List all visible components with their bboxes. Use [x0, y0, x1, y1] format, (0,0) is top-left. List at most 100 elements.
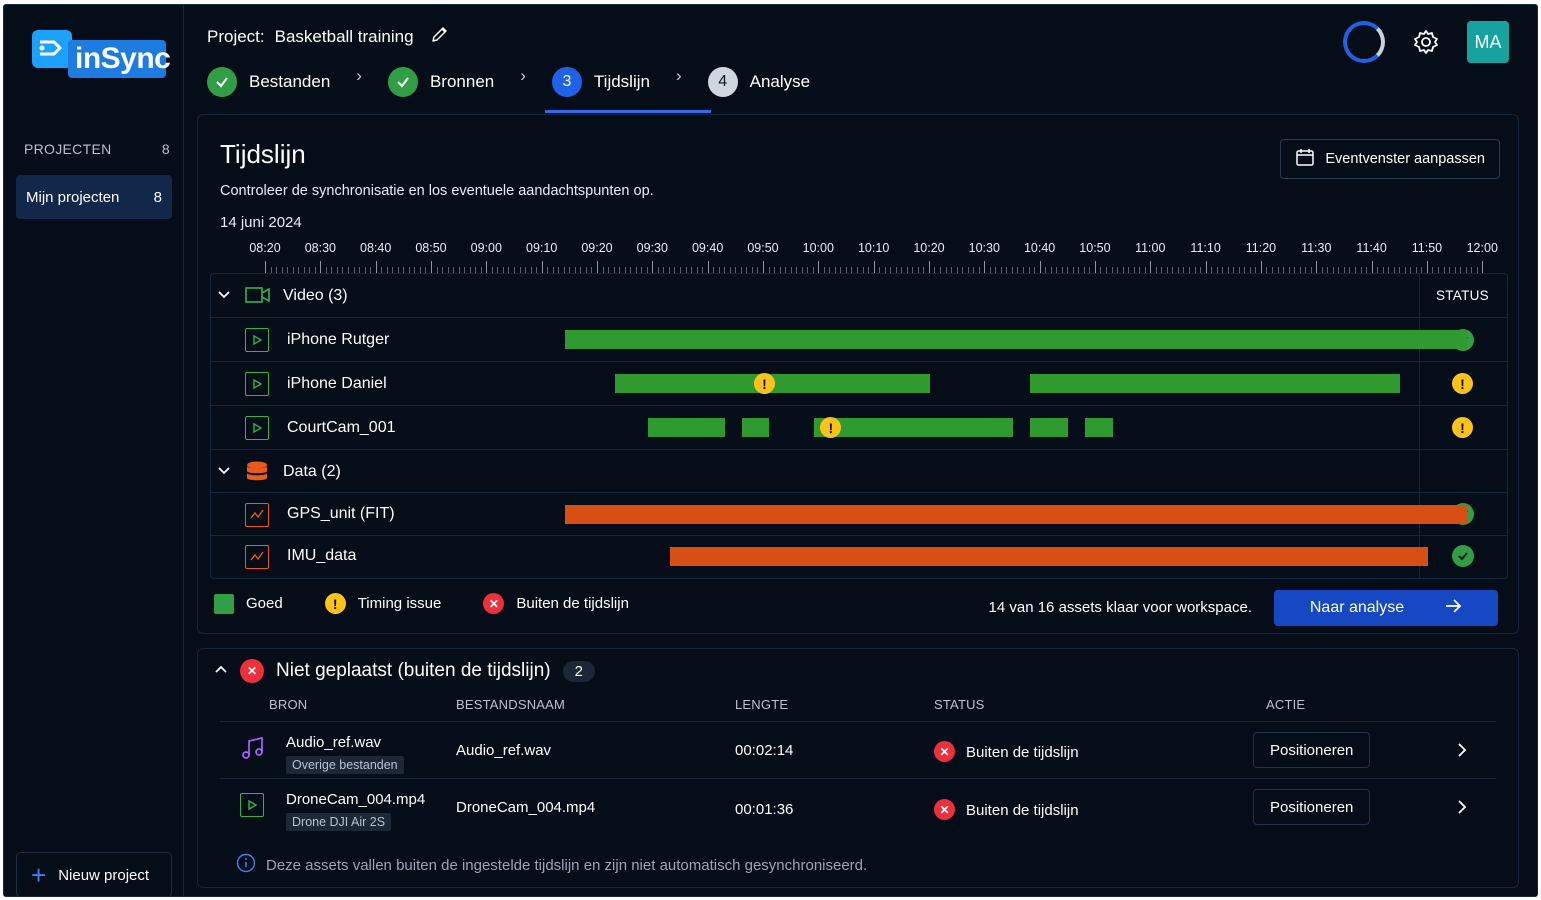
time-tick-minor — [1222, 267, 1224, 273]
gear-icon[interactable] — [1407, 23, 1445, 61]
time-tick-minor — [746, 267, 748, 273]
table-row[interactable]: DroneCam_004.mp4 Drone DJI Air 2S DroneC… — [220, 778, 1496, 835]
position-button[interactable]: Positioneren — [1253, 789, 1371, 825]
step-bestanden[interactable]: Bestanden — [207, 66, 330, 98]
time-tick-minor — [1023, 267, 1025, 273]
chart-file-icon — [245, 503, 269, 527]
time-tick-minor — [1460, 267, 1462, 273]
time-tick-minor — [1454, 267, 1456, 273]
time-tick-minor — [497, 267, 499, 273]
position-button[interactable]: Positioneren — [1253, 732, 1371, 768]
track-row[interactable]: IMU_data — [211, 536, 1507, 578]
ready-summary: 14 van 16 assets klaar voor workspace. — [989, 599, 1253, 616]
event-window-button[interactable]: Eventvenster aanpassen — [1280, 139, 1500, 179]
time-tick-minor — [1249, 267, 1251, 273]
time-tick-label: 08:40 — [360, 241, 392, 255]
new-project-button[interactable]: + Nieuw project — [16, 852, 172, 896]
group-row-data[interactable]: Data (2) — [211, 450, 1507, 493]
chevron-right-icon: › — [356, 66, 362, 85]
time-tick-minor — [790, 267, 792, 273]
step-label: Analyse — [749, 72, 811, 91]
time-tick-minor — [641, 267, 643, 273]
track-segment[interactable] — [647, 418, 726, 437]
time-tick-minor — [630, 267, 632, 273]
timing-warning-icon[interactable]: ! — [753, 373, 775, 394]
logo[interactable]: inSync — [28, 30, 171, 80]
sidebar-item-my-projects[interactable]: Mijn projecten 8 — [16, 175, 172, 219]
info-icon — [236, 853, 256, 877]
unplaced-header[interactable]: ✕ Niet geplaatst (buiten de tijdslijn) 2 — [214, 659, 595, 683]
time-tick-major — [818, 261, 820, 273]
check-icon — [207, 67, 237, 97]
time-tick-major — [1482, 261, 1484, 273]
track-segment[interactable] — [564, 505, 1467, 524]
time-tick-major — [541, 261, 543, 273]
step-analyse[interactable]: 4 Analyse — [707, 66, 811, 98]
time-tick-minor — [1310, 267, 1312, 273]
time-tick-minor — [1393, 267, 1395, 273]
chevron-up-icon[interactable] — [214, 660, 228, 682]
time-tick-minor — [989, 267, 991, 273]
time-tick-major — [596, 261, 598, 273]
time-tick-minor — [735, 267, 737, 273]
time-tick-minor — [1083, 267, 1085, 273]
time-tick-minor — [1028, 267, 1030, 273]
track-segment[interactable] — [1084, 418, 1113, 437]
time-tick-minor — [480, 267, 482, 273]
status-column-divider — [1419, 274, 1420, 578]
timing-warning-icon[interactable]: ! — [820, 417, 842, 438]
time-tick-minor — [1377, 267, 1379, 273]
track-segment[interactable] — [564, 330, 1467, 349]
group-row-video[interactable]: Video (3) — [211, 274, 1507, 318]
track-segment[interactable] — [1029, 374, 1401, 393]
time-tick-minor — [419, 267, 421, 273]
time-tick-minor — [945, 267, 947, 273]
time-tick-minor — [513, 267, 515, 273]
time-tick-minor — [475, 267, 477, 273]
time-tick-major — [1260, 261, 1262, 273]
projects-section-header: PROJECTEN 8 — [24, 141, 170, 157]
time-tick-minor — [691, 267, 693, 273]
track-name: iPhone Rutger — [287, 331, 390, 348]
logo-mark-icon — [32, 30, 72, 68]
chevron-down-icon[interactable] — [217, 288, 231, 305]
time-tick-minor — [502, 267, 504, 273]
avatar[interactable]: MA — [1467, 21, 1509, 63]
time-tick-minor — [1338, 267, 1340, 273]
time-tick-minor — [895, 267, 897, 273]
time-tick-minor — [1465, 267, 1467, 273]
step-label: Bestanden — [249, 72, 331, 91]
time-tick-label: 10:20 — [913, 241, 945, 255]
project-prefix: Project: — [207, 26, 265, 46]
step-bronnen[interactable]: Bronnen — [387, 66, 494, 98]
status-text: Buiten de tijdslijn — [966, 802, 1079, 819]
table-row[interactable]: Audio_ref.wav Overige bestanden Audio_re… — [220, 721, 1496, 778]
time-tick-minor — [585, 267, 587, 273]
track-segment[interactable] — [813, 418, 1013, 437]
chevron-right-icon[interactable] — [1456, 799, 1468, 820]
time-tick-major — [1205, 261, 1207, 273]
pencil-icon[interactable] — [430, 24, 450, 49]
chevron-right-icon[interactable] — [1456, 742, 1468, 763]
column-header-length: LENGTE — [735, 697, 789, 712]
time-tick-label: 08:20 — [249, 241, 281, 255]
time-tick-minor — [834, 267, 836, 273]
time-tick-minor — [336, 267, 338, 273]
time-tick-minor — [1321, 267, 1323, 273]
time-tick-minor — [774, 267, 776, 273]
chevron-down-icon[interactable] — [217, 464, 231, 481]
next-analysis-button[interactable]: Naar analyse — [1274, 590, 1498, 626]
track-row[interactable]: iPhone Daniel ! — [211, 362, 1507, 406]
step-tijdslijn[interactable]: 3 Tijdslijn — [551, 66, 650, 98]
time-tick-label: 11:30 — [1301, 241, 1332, 255]
track-row[interactable]: CourtCam_001 ! — [211, 406, 1507, 450]
time-tick-minor — [823, 267, 825, 273]
time-tick-minor — [392, 267, 394, 273]
time-tick-minor — [1272, 267, 1273, 273]
time-tick-minor — [934, 267, 936, 273]
app-window: inSync PROJECTEN 8 Mijn projecten 8 + Ni… — [3, 4, 1538, 897]
track-segment[interactable] — [741, 418, 770, 437]
track-segment[interactable] — [1029, 418, 1069, 437]
time-tick-minor — [536, 267, 538, 273]
track-segment[interactable] — [669, 547, 1428, 566]
